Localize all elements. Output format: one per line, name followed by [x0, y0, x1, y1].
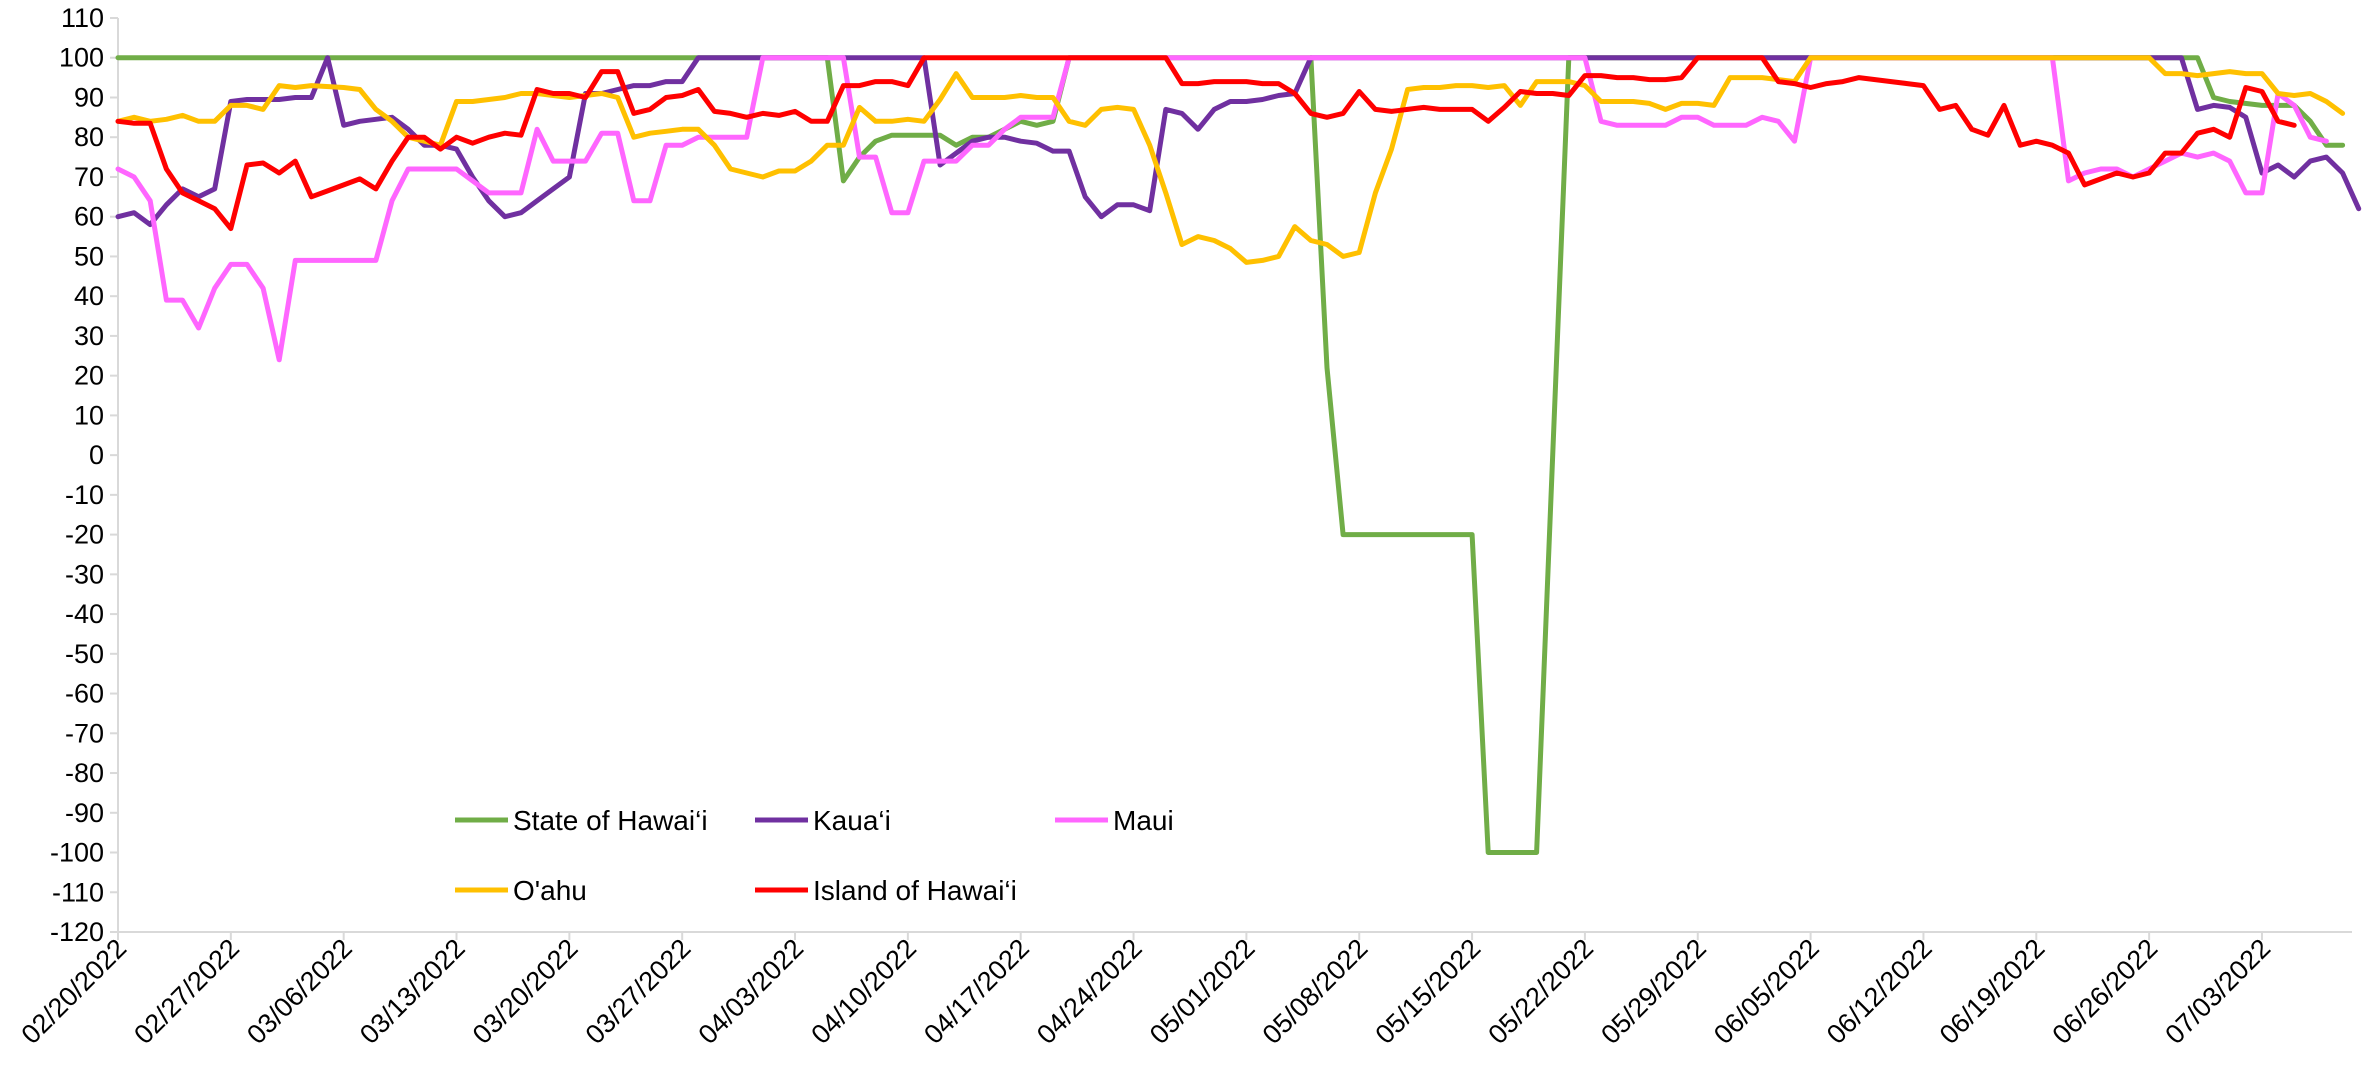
y-tick-label: 70 [74, 162, 104, 192]
y-tick-label: -50 [65, 639, 104, 669]
y-tick-label: 80 [74, 122, 104, 152]
y-tick-label: 30 [74, 321, 104, 351]
y-tick-label: -40 [65, 599, 104, 629]
y-tick-label: 20 [74, 361, 104, 391]
series-lines [115, 55, 2362, 855]
x-tick-label: 06/05/2022 [1708, 933, 1825, 1050]
x-tick-label: 03/20/2022 [467, 933, 584, 1050]
x-tick-label: 02/27/2022 [128, 933, 245, 1050]
series-line-0 [115, 55, 2346, 855]
legend-label-3: O'ahu [513, 875, 587, 906]
x-tick-label: 06/12/2022 [1821, 933, 1938, 1050]
legend-label-4: Island of Hawai‘i [813, 875, 1017, 906]
axes: -120-110-100-90-80-70-60-50-40-30-20-100… [15, 3, 2352, 1050]
y-tick-label: -60 [65, 679, 104, 709]
x-tick-label: 02/20/2022 [15, 933, 132, 1050]
x-tick-label: 06/26/2022 [2047, 933, 2164, 1050]
y-tick-label: 60 [74, 202, 104, 232]
x-tick-label: 03/13/2022 [354, 933, 471, 1050]
y-tick-label: 100 [59, 43, 104, 73]
y-tick-label: -100 [50, 838, 104, 868]
x-tick-label: 05/08/2022 [1257, 933, 1374, 1050]
x-tick-label: 04/17/2022 [918, 933, 1035, 1050]
x-tick-label: 04/03/2022 [693, 933, 810, 1050]
y-tick-label: -90 [65, 798, 104, 828]
y-tick-label: -110 [52, 877, 104, 907]
y-tick-label: 90 [74, 82, 104, 112]
y-tick-label: -10 [65, 480, 104, 510]
y-tick-label: -20 [65, 520, 104, 550]
y-tick-label: -120 [50, 917, 104, 947]
x-tick-label: 05/29/2022 [1595, 933, 1712, 1050]
y-tick-label: -70 [65, 718, 104, 748]
x-tick-label: 07/03/2022 [2159, 933, 2276, 1050]
y-tick-label: 50 [74, 241, 104, 271]
x-tick-label: 05/15/2022 [1370, 933, 1487, 1050]
series-line-4 [115, 55, 2297, 232]
x-tick-label: 05/01/2022 [1144, 933, 1261, 1050]
series-line-3 [115, 55, 2346, 265]
y-tick-label: 40 [74, 281, 104, 311]
y-tick-label: 0 [89, 440, 104, 470]
x-tick-label: 06/19/2022 [1934, 933, 2051, 1050]
y-tick-label: -30 [65, 559, 104, 589]
y-tick-label: 110 [61, 3, 104, 33]
y-tick-label: -80 [65, 758, 104, 788]
legend: State of Hawai‘i Kaua‘i Maui O'ahu Island of… [455, 805, 1174, 906]
legend-label-1: Kaua‘i [813, 805, 891, 836]
y-tick-label: 10 [74, 400, 104, 430]
x-tick-label: 03/27/2022 [580, 933, 697, 1050]
x-tick-label: 04/24/2022 [1031, 933, 1148, 1050]
legend-label-0: State of Hawai‘i [513, 805, 708, 836]
legend-label-2: Maui [1113, 805, 1174, 836]
x-tick-label: 05/22/2022 [1482, 933, 1599, 1050]
x-tick-label: 04/10/2022 [805, 933, 922, 1050]
x-tick-label: 03/06/2022 [241, 933, 358, 1050]
